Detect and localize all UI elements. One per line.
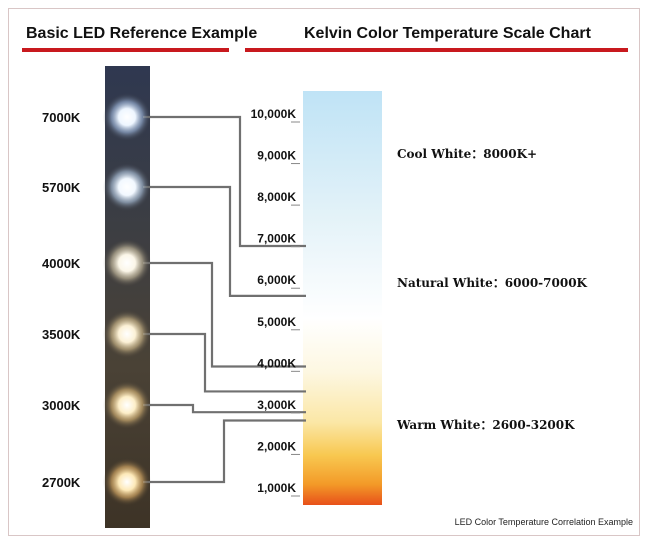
led-label-7000k: 7000K — [42, 110, 81, 125]
led-bulb-icon — [103, 310, 151, 358]
scale-tick-label: 10,000K — [251, 107, 297, 121]
led-label-2700k: 2700K — [42, 475, 81, 490]
led-strip — [105, 66, 150, 528]
led-label-3000k: 3000K — [42, 398, 81, 413]
led-bulb-icon — [103, 93, 151, 141]
outer-frame — [8, 8, 640, 536]
connector-2700k — [143, 419, 306, 484]
scale-ticks: 10,000K 9,000K 8,000K 7,000K 6,000K 5,000K 4,0… — [251, 107, 300, 497]
scale-tick-label: 8,000K — [257, 190, 296, 204]
scale-tick-label: 2,000K — [257, 439, 296, 453]
connector-7000k — [143, 115, 306, 248]
connector-3500k — [143, 332, 306, 393]
scale-tick-label: 6,000K — [257, 273, 296, 287]
led-label-3500k: 3500K — [42, 327, 81, 342]
warm-white-label: Warm White：2600-3200K — [396, 418, 575, 432]
connector-3000k — [143, 403, 306, 414]
led-label-4000k: 4000K — [42, 256, 81, 271]
led-bulbs — [103, 93, 151, 506]
connector-5700k — [143, 185, 306, 297]
right-title-rule — [245, 48, 628, 52]
led-bulb-icon — [103, 163, 151, 211]
left-title: Basic LED Reference Example — [26, 25, 258, 42]
scale-tick-label: 4,000K — [257, 356, 296, 370]
footnote: LED Color Temperature Correlation Exampl… — [455, 517, 633, 527]
natural-white-label: Natural White：6000-7000K — [397, 276, 588, 290]
led-labels: 7000K 5700K 4000K 3500K 3000K 2700K — [42, 110, 81, 490]
left-title-rule — [22, 48, 229, 52]
connector-lines — [143, 115, 306, 484]
scale-tick-label: 5,000K — [257, 315, 296, 329]
scale-tick-label: 9,000K — [257, 149, 296, 163]
led-label-5700k: 5700K — [42, 180, 81, 195]
connector-4000k — [143, 261, 306, 368]
kelvin-gradient-scale — [303, 91, 382, 505]
led-bulb-icon — [103, 458, 151, 506]
right-title: Kelvin Color Temperature Scale Chart — [304, 25, 591, 42]
cool-white-label: Cool White：8000K+ — [397, 147, 537, 161]
scale-tick-label: 1,000K — [257, 481, 296, 495]
scale-tick-label: 7,000K — [257, 232, 296, 246]
led-bulb-icon — [103, 239, 151, 287]
led-bulb-icon — [103, 381, 151, 429]
scale-tick-label: 3,000K — [257, 398, 296, 412]
